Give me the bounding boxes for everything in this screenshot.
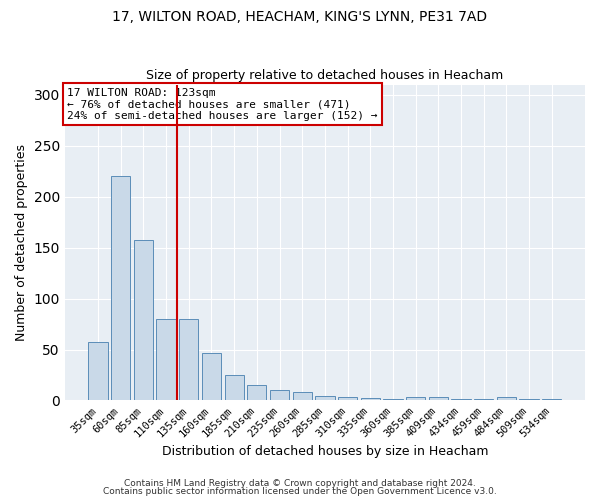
Bar [202,352,221,401]
Bar [179,319,199,400]
Text: Contains public sector information licensed under the Open Government Licence v3: Contains public sector information licen… [103,487,497,496]
Bar [315,396,335,400]
Y-axis label: Number of detached properties: Number of detached properties [15,144,28,341]
Bar [338,398,357,400]
Bar [406,398,425,400]
Text: 17 WILTON ROAD: 123sqm
← 76% of detached houses are smaller (471)
24% of semi-de: 17 WILTON ROAD: 123sqm ← 76% of detached… [67,88,378,121]
Bar [428,398,448,400]
Bar [293,392,312,400]
Bar [134,240,153,400]
Title: Size of property relative to detached houses in Heacham: Size of property relative to detached ho… [146,69,503,82]
Text: Contains HM Land Registry data © Crown copyright and database right 2024.: Contains HM Land Registry data © Crown c… [124,478,476,488]
Bar [497,398,516,400]
Bar [361,398,380,400]
X-axis label: Distribution of detached houses by size in Heacham: Distribution of detached houses by size … [161,444,488,458]
Bar [157,319,176,400]
Bar [270,390,289,400]
Bar [224,375,244,400]
Bar [111,176,130,400]
Text: 17, WILTON ROAD, HEACHAM, KING'S LYNN, PE31 7AD: 17, WILTON ROAD, HEACHAM, KING'S LYNN, P… [112,10,488,24]
Bar [247,385,266,400]
Bar [88,342,108,400]
